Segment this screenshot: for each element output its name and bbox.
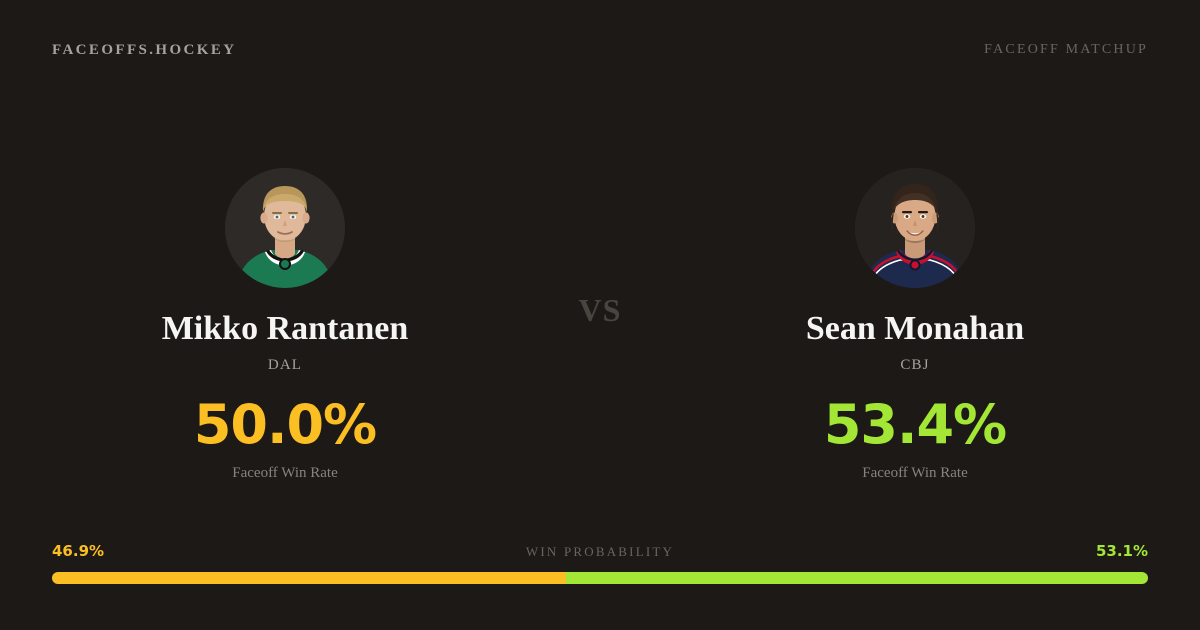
matchup-section: Mikko Rantanen DAL 50.0% Faceoff Win Rat… [0, 100, 1200, 500]
player-headshot-sean-monahan [855, 168, 975, 288]
player-team-abbr: DAL [267, 357, 303, 374]
win-probability-bar-right-segment [566, 572, 1148, 584]
win-probability-bar-left-segment [52, 572, 567, 584]
site-brand[interactable]: FACEOFFS.HOCKEY [52, 41, 237, 58]
player-stat-label: Faceoff Win Rate [232, 465, 338, 482]
win-probability-left-value: 46.9% [52, 542, 105, 560]
player-stat-label: Faceoff Win Rate [862, 465, 968, 482]
header: FACEOFFS.HOCKEY FACEOFF MATCHUP [0, 0, 1200, 100]
win-probability-labels: 46.9% WIN PROBABILITY 53.1% [52, 542, 1148, 560]
page-kicker: FACEOFF MATCHUP [984, 42, 1148, 57]
player-name: Sean Monahan [805, 310, 1025, 347]
headshot-illustration-left [225, 168, 345, 288]
player-faceoff-win-rate: 50.0% [193, 393, 377, 457]
versus-label: VS [578, 292, 622, 328]
player-team-abbr: CBJ [900, 357, 930, 374]
player-card-right[interactable]: Sean Monahan CBJ 53.4% Faceoff Win Rate [700, 100, 1130, 482]
win-probability-title: WIN PROBABILITY [525, 544, 675, 559]
player-headshot-mikko-rantanen [225, 168, 345, 288]
win-probability-section: 46.9% WIN PROBABILITY 53.1% [52, 542, 1148, 584]
player-name: Mikko Rantanen [161, 310, 409, 347]
player-card-left[interactable]: Mikko Rantanen DAL 50.0% Faceoff Win Rat… [70, 100, 500, 482]
win-probability-right-value: 53.1% [1095, 542, 1148, 560]
player-faceoff-win-rate: 53.4% [823, 393, 1007, 457]
headshot-illustration-right [855, 168, 975, 288]
win-probability-bar[interactable] [52, 572, 1148, 584]
